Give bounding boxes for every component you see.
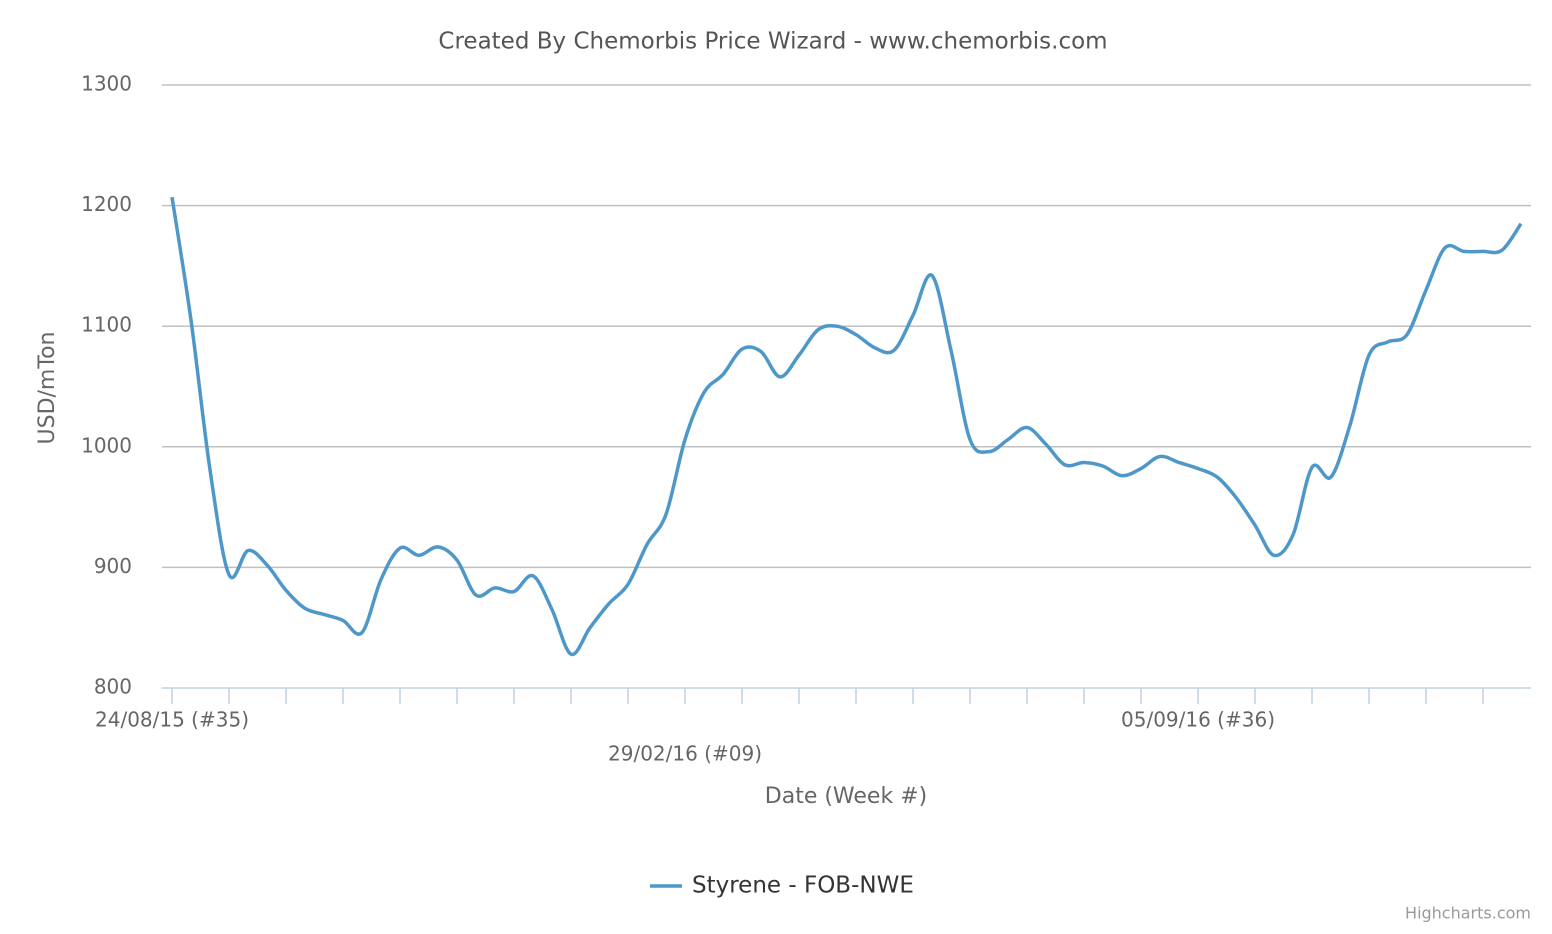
chart-title: Created By Chemorbis Price Wizard - www.…	[438, 29, 1107, 55]
y-tick-label: 1200	[81, 192, 132, 216]
x-tick-label: 29/02/16 (#09)	[608, 742, 762, 766]
legend-label: Styrene - FOB-NWE	[692, 873, 914, 899]
credit: Highcharts.com	[1405, 904, 1531, 923]
series-line	[170, 196, 1523, 657]
y-tick-label: 900	[94, 554, 132, 578]
y-tick-label: 800	[94, 675, 132, 699]
x-axis-title: Date (Week #)	[765, 784, 927, 809]
x-tick-label: 05/09/16 (#36)	[1121, 708, 1275, 732]
y-tick-label: 1300	[81, 72, 132, 96]
y-tick-label: 1100	[81, 313, 132, 337]
y-tick-label: 1000	[81, 433, 132, 457]
y-axis-title: USD/mTon	[35, 332, 60, 445]
x-tick-label: 24/08/15 (#35)	[95, 708, 249, 732]
